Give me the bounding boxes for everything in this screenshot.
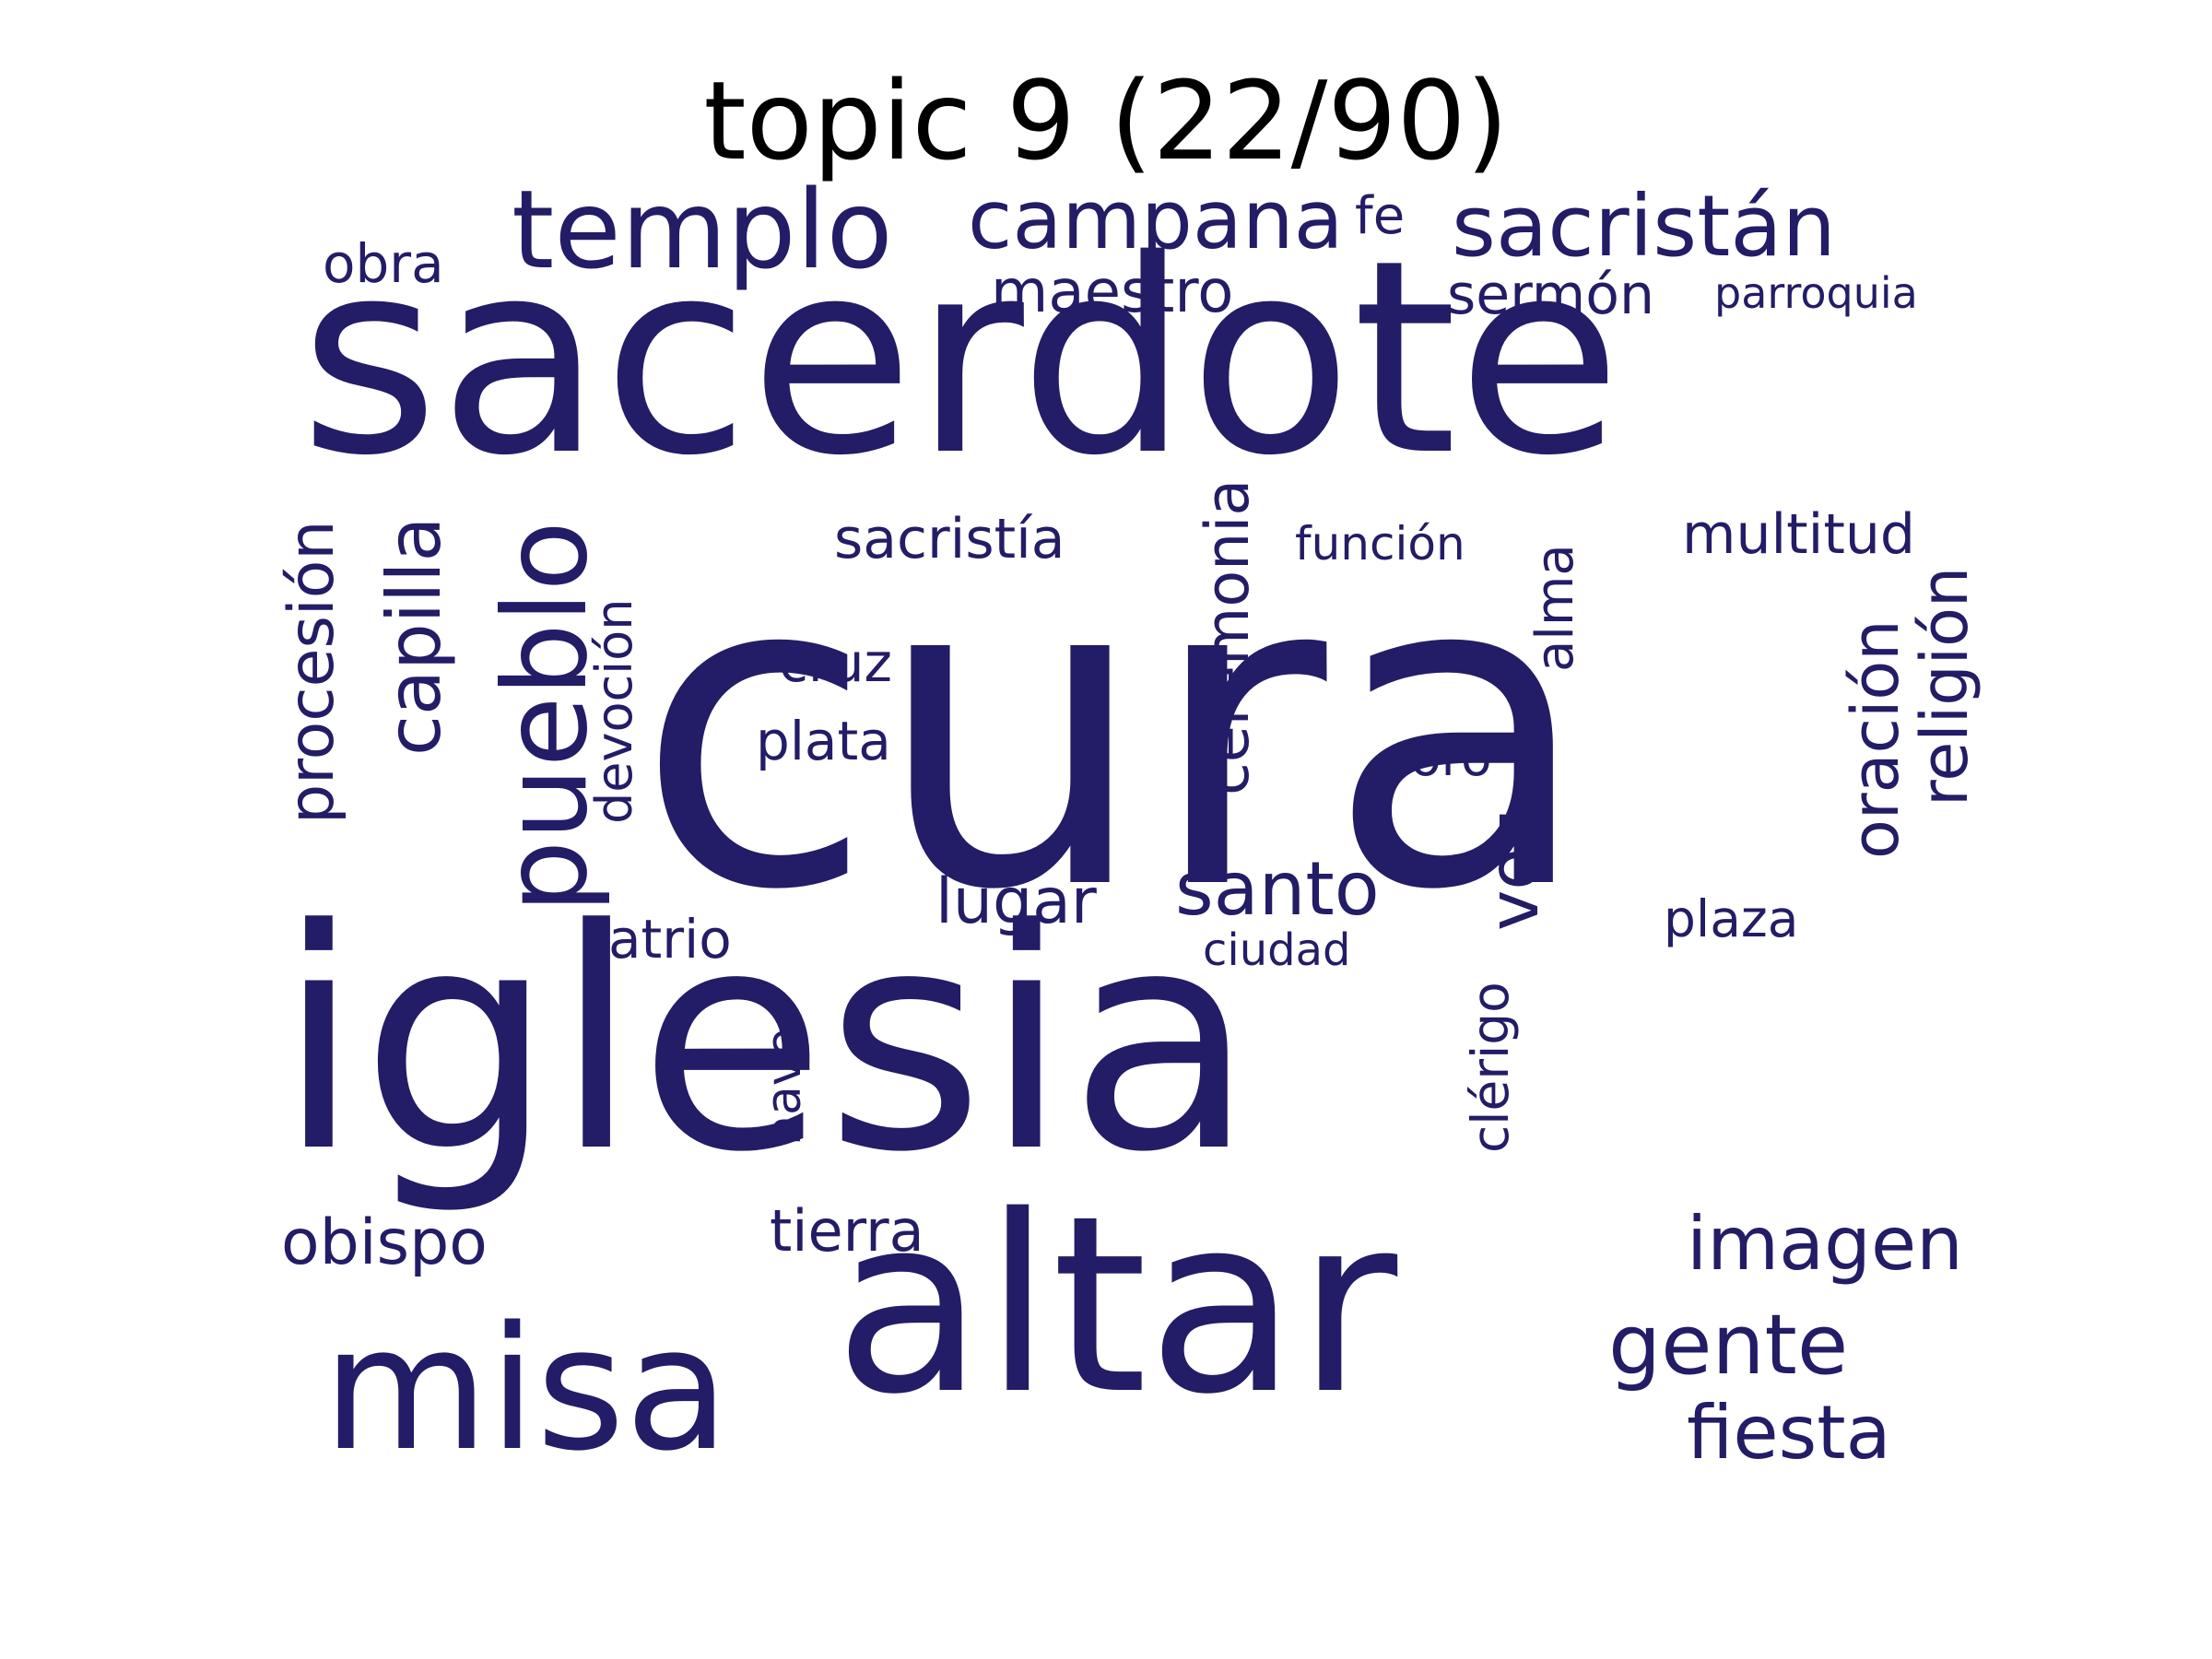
word-9: capilla: [371, 516, 457, 757]
word-4: misa: [323, 1289, 730, 1488]
word-27: tierra: [770, 1197, 924, 1265]
word-30: atrio: [608, 908, 732, 971]
word-38: ciudad: [1203, 924, 1351, 976]
word-32: clérigo: [1461, 982, 1520, 1153]
word-11: ceremonia: [1194, 478, 1263, 795]
word-22: sacristía: [834, 507, 1065, 571]
word-29: plata: [756, 710, 891, 772]
word-37: función: [1295, 517, 1465, 571]
word-20: lugar: [935, 865, 1097, 938]
word-15: fiesta: [1687, 1390, 1891, 1476]
word-21: multitud: [1682, 502, 1915, 567]
word-23: alma: [1525, 544, 1585, 672]
word-16: imagen: [1687, 1201, 1963, 1287]
word-33: plaza: [1664, 889, 1799, 948]
word-14: gente: [1608, 1297, 1849, 1394]
word-36: fe: [1355, 186, 1406, 246]
word-0: cura: [636, 480, 1593, 984]
word-19: obispo: [281, 1206, 488, 1279]
word-31: oro: [1410, 728, 1492, 787]
word-10: procesión: [276, 520, 348, 824]
word-1: iglesia: [276, 865, 1255, 1218]
word-5: templo: [512, 166, 893, 293]
word-34: nave: [757, 1028, 812, 1146]
word-39: parroquia: [1714, 268, 1918, 318]
word-28: cruz: [779, 631, 892, 694]
word-8: campana: [968, 172, 1344, 267]
word-18: voz: [1473, 811, 1554, 931]
word-13: oración: [1838, 619, 1913, 859]
chart-title: topic 9 (22/90): [703, 57, 1509, 184]
word-24: devoción: [585, 598, 643, 824]
word-35: obra: [323, 232, 444, 295]
word-3: altar: [834, 1164, 1398, 1448]
word-17: santo: [1175, 846, 1380, 932]
word-12: religión: [1907, 566, 1983, 806]
word-7: sacristán: [1452, 177, 1836, 276]
word-2: sacerdote: [300, 204, 1622, 514]
word-25: maestro: [991, 258, 1234, 326]
word-26: sermón: [1447, 263, 1654, 327]
